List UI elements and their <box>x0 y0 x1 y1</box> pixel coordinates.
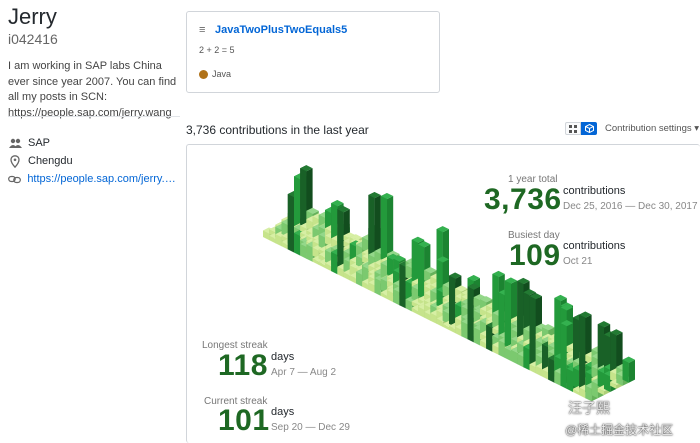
total-count: 3,736 <box>484 183 562 216</box>
repo-language-label: Java <box>212 69 232 79</box>
watermark-community: @稀土掘金技术社区 <box>565 423 674 437</box>
contribution-settings-dropdown[interactable]: Contribution settings ▾ <box>605 123 700 134</box>
isometric-contribution-panel: 1 year total 3,736 contributions Dec 25,… <box>186 144 700 443</box>
profile-sidebar: Jerry i042416 I am working in SAP labs C… <box>8 0 180 121</box>
current-streak-unit: days <box>271 406 295 418</box>
location-label: Chengdu <box>28 155 73 167</box>
contribution-block <box>610 329 623 377</box>
repo-name-link[interactable]: JavaTwoPlusTwoEquals5 <box>215 24 348 36</box>
busiest-unit: contributions <box>563 240 626 252</box>
profile-website[interactable]: https://people.sap.com/jerry.wa... <box>8 170 180 188</box>
contribution-block <box>480 296 493 312</box>
repo-language: Java <box>199 69 427 79</box>
contribution-block <box>380 192 394 262</box>
total-range: Dec 25, 2016 — Dec 30, 2017 <box>563 201 698 212</box>
grid-icon <box>569 124 577 133</box>
contribution-block <box>622 356 635 383</box>
profile-company: SAP <box>8 134 180 152</box>
contribution-block <box>368 191 381 262</box>
profile-divider <box>8 116 180 117</box>
longest-streak-range: Apr 7 — Aug 2 <box>271 367 337 378</box>
profile-bio: I am working in SAP labs China ever sinc… <box>8 60 177 119</box>
company-label: SAP <box>28 137 51 149</box>
total-label: 1 year total <box>508 174 558 185</box>
watermark-author: 汪子熙 <box>568 400 610 416</box>
view-toggle <box>565 122 597 135</box>
contributions-heading: 3,736 contributions in the last year <box>186 123 369 137</box>
location-icon <box>8 154 22 168</box>
current-streak-range: Sep 20 — Dec 29 <box>271 422 350 433</box>
profile-location: Chengdu <box>8 152 180 170</box>
pinned-repo-card: ≡ JavaTwoPlusTwoEquals5 2 + 2 = 5 Java <box>186 11 440 93</box>
longest-streak-unit: days <box>271 351 295 363</box>
language-color-dot <box>199 69 208 79</box>
current-streak-count: 101 <box>218 404 270 437</box>
longest-streak-count: 118 <box>218 349 268 382</box>
isometric-view-button[interactable] <box>581 122 597 135</box>
profile-details: SAP Chengdu https://people.sap.com/jerry… <box>8 134 180 188</box>
organization-icon <box>8 136 22 150</box>
repo-icon: ≡ <box>199 24 206 36</box>
isometric-graph <box>263 165 635 402</box>
profile-login: i042416 <box>8 31 58 47</box>
total-unit: contributions <box>563 185 626 197</box>
profile-name: Jerry <box>8 4 57 29</box>
link-icon <box>8 172 22 186</box>
busiest-label: Busiest day <box>508 230 560 241</box>
website-link[interactable]: https://people.sap.com/jerry.wa... <box>27 173 180 185</box>
busiest-count: 109 <box>509 239 561 272</box>
current-streak-label: Current streak <box>204 396 268 407</box>
longest-streak-label: Longest streak <box>202 340 268 351</box>
busiest-date: Oct 21 <box>563 256 593 267</box>
cube-icon <box>584 124 594 133</box>
repo-description: 2 + 2 = 5 <box>199 45 235 55</box>
grid-view-button[interactable] <box>565 122 581 135</box>
